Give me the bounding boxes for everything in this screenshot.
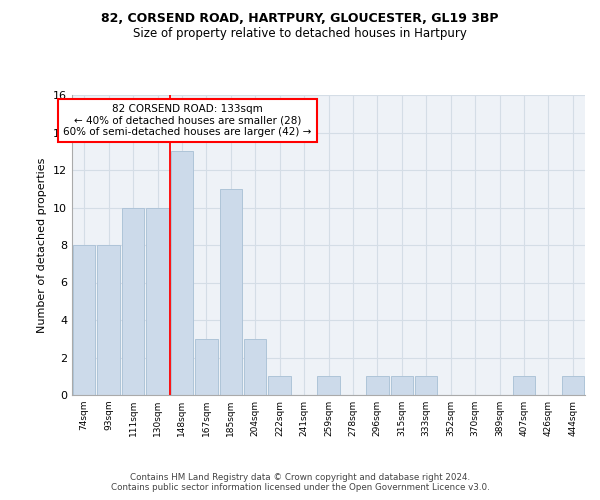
Bar — [220, 188, 242, 395]
Bar — [415, 376, 437, 395]
Text: 82, CORSEND ROAD, HARTPURY, GLOUCESTER, GL19 3BP: 82, CORSEND ROAD, HARTPURY, GLOUCESTER, … — [101, 12, 499, 26]
Bar — [562, 376, 584, 395]
Bar — [391, 376, 413, 395]
Bar — [146, 208, 169, 395]
Bar — [366, 376, 389, 395]
Bar — [512, 376, 535, 395]
Text: Contains HM Land Registry data © Crown copyright and database right 2024.
Contai: Contains HM Land Registry data © Crown c… — [110, 473, 490, 492]
Bar — [73, 245, 95, 395]
Bar — [122, 208, 145, 395]
Bar — [317, 376, 340, 395]
Text: Size of property relative to detached houses in Hartpury: Size of property relative to detached ho… — [133, 28, 467, 40]
Y-axis label: Number of detached properties: Number of detached properties — [37, 158, 47, 332]
Bar — [195, 339, 218, 395]
Bar — [268, 376, 291, 395]
Bar — [170, 152, 193, 395]
Text: 82 CORSEND ROAD: 133sqm
← 40% of detached houses are smaller (28)
60% of semi-de: 82 CORSEND ROAD: 133sqm ← 40% of detache… — [63, 104, 311, 137]
Bar — [97, 245, 120, 395]
Bar — [244, 339, 266, 395]
